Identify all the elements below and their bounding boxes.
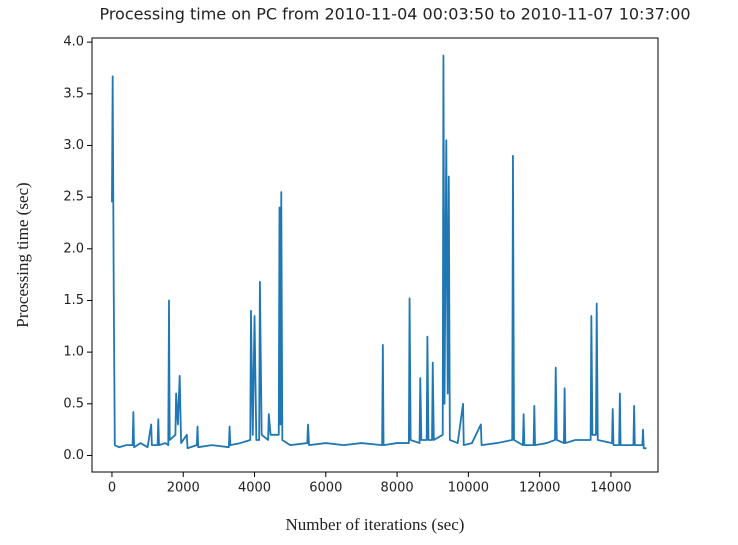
chart-title: Processing time on PC from 2010-11-04 00… [99, 5, 690, 24]
y-tick-label: 3.0 [63, 138, 84, 153]
y-tick-label: 2.5 [63, 190, 84, 205]
x-axis-label: Number of iterations (sec) [286, 515, 465, 534]
x-tick-label: 0 [108, 481, 116, 496]
x-tick-label: 10000 [448, 481, 489, 496]
x-tick-label: 12000 [519, 481, 560, 496]
y-axis-label: Processing time (sec) [13, 182, 32, 327]
y-tick-label: 1.0 [63, 345, 84, 360]
y-tick-label: 2.0 [63, 241, 84, 256]
y-tick-label: 0.5 [63, 396, 84, 411]
y-tick-label: 3.5 [63, 86, 84, 101]
x-tick-label: 8000 [381, 481, 414, 496]
x-tick-label: 6000 [309, 481, 342, 496]
y-tick-label: 0.0 [63, 448, 84, 463]
y-tick-label: 4.0 [63, 35, 84, 50]
plot-frame [91, 37, 659, 473]
y-tick-label: 1.5 [63, 293, 84, 308]
x-tick-label: 2000 [167, 481, 200, 496]
data-line [111, 54, 647, 450]
x-tick-label: 4000 [238, 481, 271, 496]
x-tick-label: 14000 [590, 481, 631, 496]
